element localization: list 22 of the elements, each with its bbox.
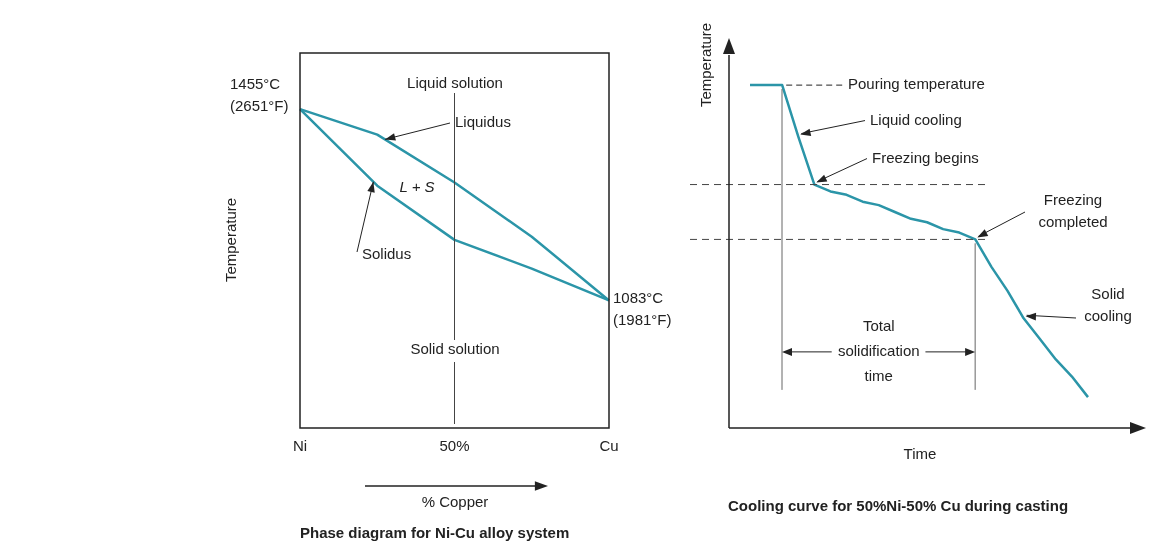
annotation: 1083°C (1981°F) — [613, 288, 672, 328]
text: Liquidus — [455, 113, 511, 131]
annotation: Liquid cooling — [870, 110, 962, 128]
annotation: Solid cooling — [1084, 285, 1132, 325]
annotation: L + S — [399, 178, 435, 196]
text: Liquid solution — [407, 74, 503, 92]
annotation: Pouring temperature — [848, 75, 985, 93]
x-tick-label: Cu — [599, 437, 619, 455]
annotation: Total solidification time — [837, 317, 920, 385]
y-axis-title: Temperature — [222, 197, 240, 283]
x-axis-title: % Copper — [421, 493, 489, 511]
x-axis-title: Time — [903, 445, 937, 463]
annotation: Solid solution — [410, 340, 500, 358]
annotation: 1455°C (2651°F) — [230, 75, 289, 115]
y-axis-title: Temperature — [697, 22, 715, 108]
annotation: Freezing completed — [1038, 190, 1108, 230]
text: Cooling curve for 50%Ni-50% Cu during casting — [728, 496, 1070, 516]
annotation: Freezing begins — [872, 148, 979, 166]
x-tick-label: Ni — [292, 437, 308, 455]
text: Phase diagram for Ni-Cu alloy system — [300, 523, 571, 543]
series-label: Solidus — [362, 245, 412, 263]
x-tick-label: 50% — [439, 437, 470, 455]
